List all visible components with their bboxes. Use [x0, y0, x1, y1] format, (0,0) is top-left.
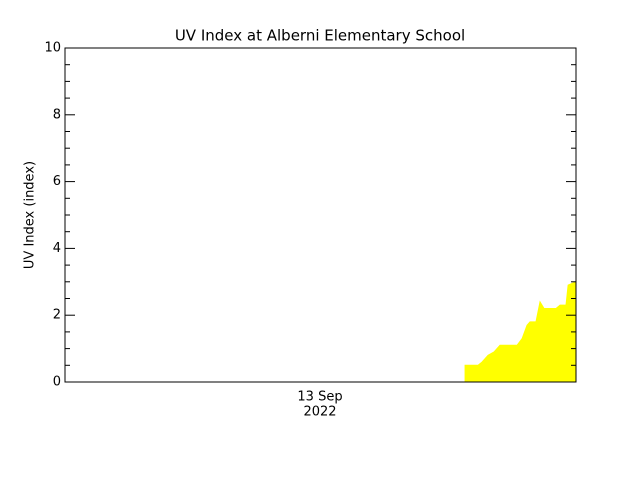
uv-area: [464, 281, 577, 383]
chart-title: UV Index at Alberni Elementary School: [175, 27, 465, 45]
y-tick-label: 0: [53, 375, 61, 390]
y-tick-label: 2: [53, 308, 61, 323]
y-axis-label: UV Index (index): [23, 161, 38, 269]
y-tick-label: 6: [53, 174, 61, 189]
y-tick-label: 4: [53, 241, 61, 256]
x-axis-label: 13 Sep: [297, 390, 342, 405]
x-axis-label: 2022: [303, 405, 336, 420]
y-tick-label: 10: [44, 41, 61, 56]
y-tick-label: 8: [53, 107, 61, 122]
